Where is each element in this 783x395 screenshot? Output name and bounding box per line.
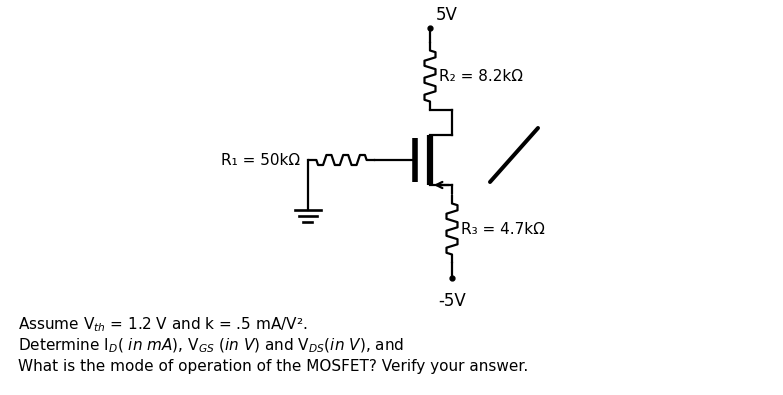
Text: R₁ = 50kΩ: R₁ = 50kΩ [221, 152, 300, 167]
Text: R₂ = 8.2kΩ: R₂ = 8.2kΩ [439, 68, 523, 83]
Text: -5V: -5V [438, 292, 466, 310]
Text: Assume V$_{th}$ = 1.2 V and k = .5 mA/V².: Assume V$_{th}$ = 1.2 V and k = .5 mA/V²… [18, 315, 308, 334]
Text: 5V: 5V [436, 6, 458, 24]
Text: What is the mode of operation of the MOSFET? Verify your answer.: What is the mode of operation of the MOS… [18, 359, 529, 374]
Text: Determine I$_{D}$( $\it{in}$ $\it{mA}$), V$_{GS}$ ($\it{in}$ $\it{V}$) and V$_{D: Determine I$_{D}$( $\it{in}$ $\it{mA}$),… [18, 337, 404, 356]
Text: R₃ = 4.7kΩ: R₃ = 4.7kΩ [461, 222, 545, 237]
